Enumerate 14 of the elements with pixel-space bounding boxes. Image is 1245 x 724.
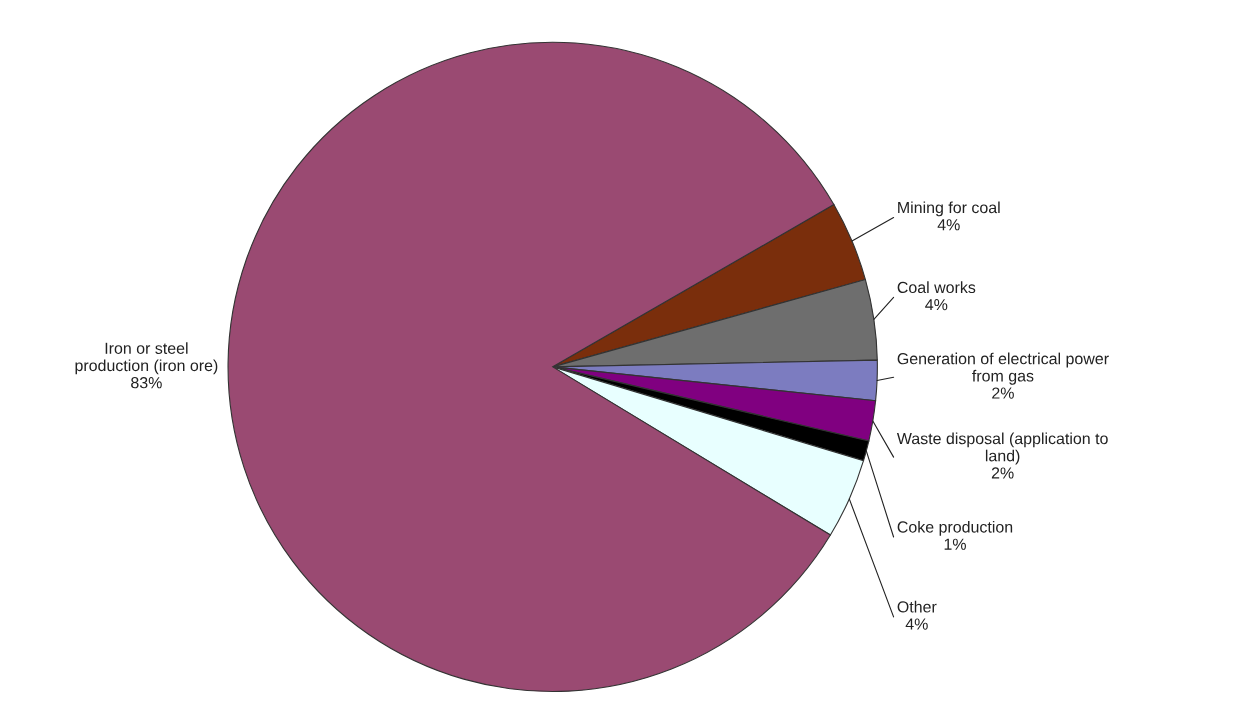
slice-label: Waste disposal (application to land) [896, 432, 1108, 465]
slice-label: Coal works [897, 281, 976, 294]
data-label: 1% [944, 538, 966, 550]
data-label: 2% [991, 467, 1014, 479]
slice-label: Generation of electrical power from gas [897, 352, 1109, 385]
data-label: 83% [131, 377, 162, 389]
slice-label: Mining for coal [898, 201, 1000, 217]
data-label: 4% [937, 219, 960, 231]
slice-label: Iron or steel production (iron ore) [75, 342, 218, 375]
data-label: 2% [992, 387, 1014, 399]
data-label: 4% [905, 618, 928, 630]
slice-label: Other [897, 600, 937, 613]
data-label: 4% [925, 299, 948, 311]
slice-label: Coke production [897, 520, 1013, 536]
